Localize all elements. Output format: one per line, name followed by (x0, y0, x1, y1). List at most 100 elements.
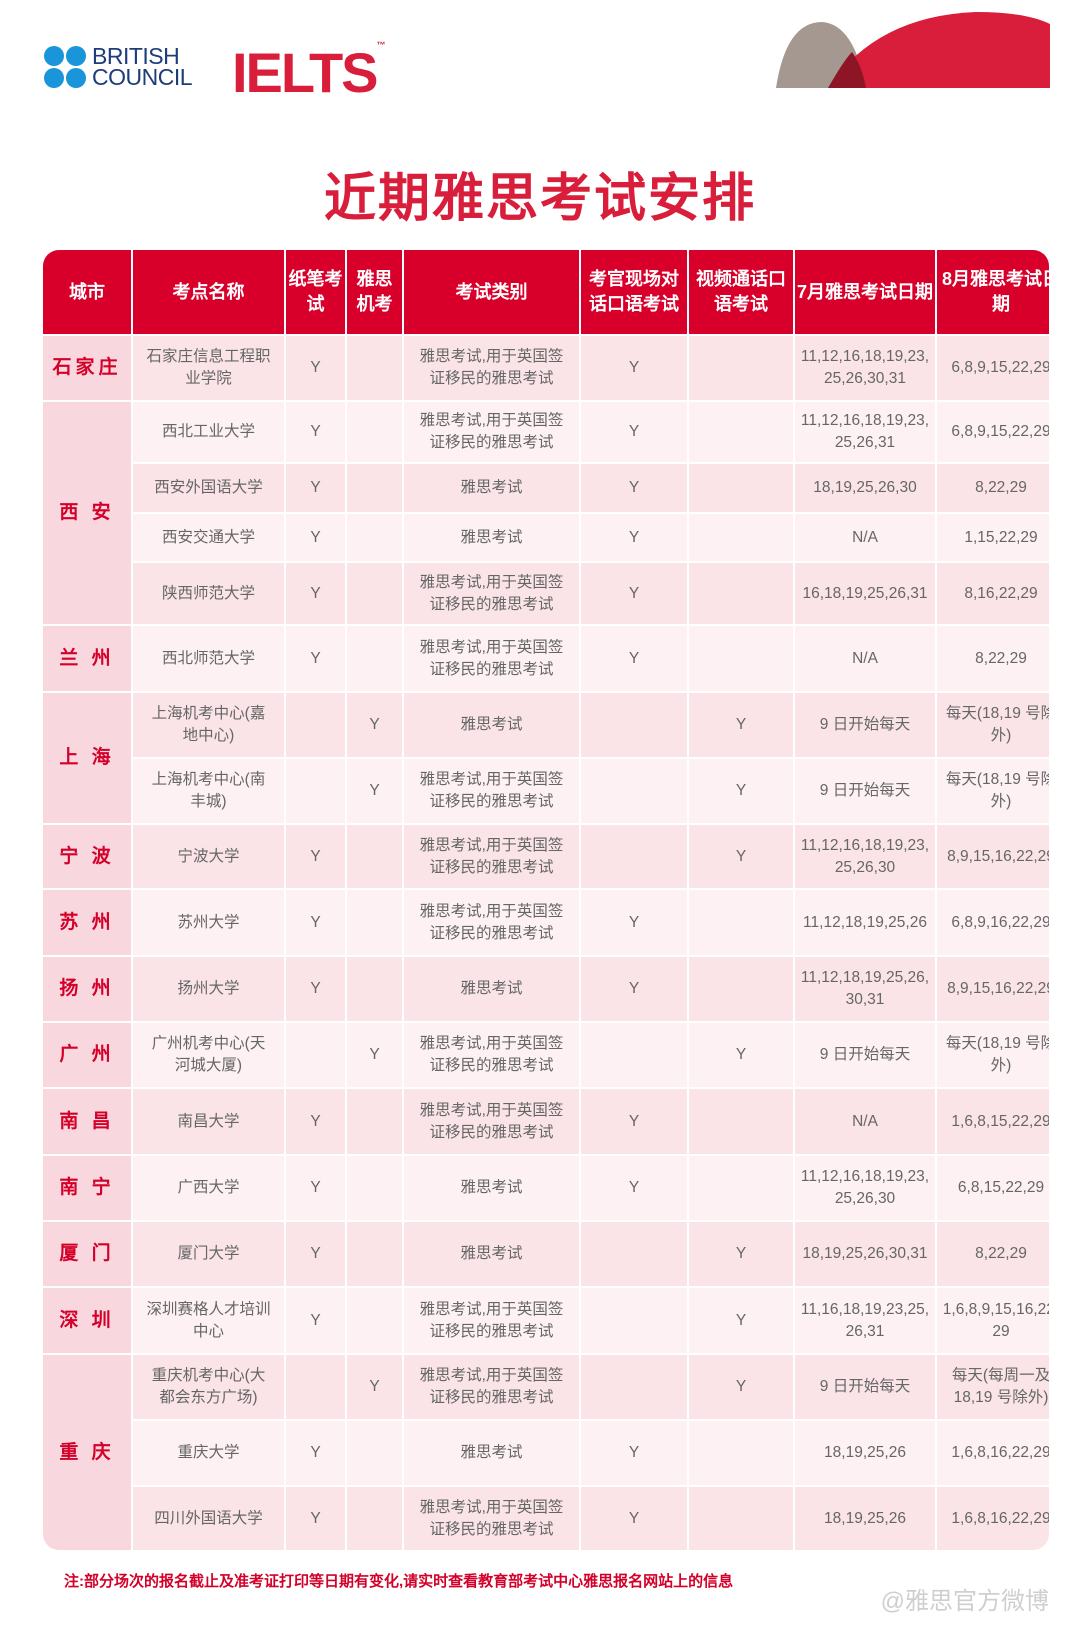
table-row: 宁 波宁波大学 Y 雅思考试,用于英国签证移民的雅思考试 Y 11,12,16,18,1… (43, 825, 1049, 888)
f2f-cell (581, 1222, 687, 1286)
ielts-logo: IELTS™ (232, 40, 386, 104)
paper-cell (286, 1023, 345, 1087)
aug-cell: 1,6,8,16,22,29 (937, 1487, 1049, 1550)
aug-cell: 每天(18,19 号除外) (937, 1023, 1049, 1087)
jul-cell: 18,19,25,26 (795, 1487, 935, 1550)
cd-cell (347, 1288, 402, 1353)
aug-cell: 每天(每周一及18,19 号除外) (937, 1355, 1049, 1419)
venue-cell: 陕西师范大学 (133, 563, 284, 624)
video-cell: Y (689, 825, 793, 888)
venue-cell: 深圳赛格人才培训中心 (133, 1288, 284, 1353)
table-row: 兰 州西北师范大学 Y 雅思考试,用于英国签证移民的雅思考试 Y N/A 8,22,29 (43, 626, 1049, 691)
video-cell (689, 464, 793, 512)
jul-cell: 9 日开始每天 (795, 693, 935, 757)
venue-cell: 西安交通大学 (133, 514, 284, 561)
video-cell (689, 890, 793, 955)
type-cell: 雅思考试,用于英国签证移民的雅思考试 (404, 1288, 579, 1353)
aug-cell: 8,9,15,16,22,29 (937, 957, 1049, 1021)
table-row: 四川外国语大学 Y 雅思考试,用于英国签证移民的雅思考试 Y 18,19,25,26 1,… (43, 1487, 1049, 1550)
video-cell (689, 626, 793, 691)
venue-cell: 石家庄信息工程职业学院 (133, 336, 284, 400)
jul-cell: 18,19,25,26,30,31 (795, 1222, 935, 1286)
column-header: 8月雅思考试日期 (937, 250, 1049, 334)
jul-cell: 9 日开始每天 (795, 1355, 935, 1419)
f2f-cell: Y (581, 402, 687, 462)
table-row: 苏 州苏州大学 Y 雅思考试,用于英国签证移民的雅思考试 Y 11,12,18,19,2… (43, 890, 1049, 955)
cd-cell (347, 890, 402, 955)
venue-cell: 上海机考中心(南丰城) (133, 759, 284, 823)
video-cell (689, 1089, 793, 1154)
video-cell (689, 1421, 793, 1485)
aug-cell: 6,8,15,22,29 (937, 1156, 1049, 1220)
paper-cell: Y (286, 563, 345, 624)
cd-cell (347, 1156, 402, 1220)
city-cell: 苏 州 (43, 890, 131, 955)
f2f-cell: Y (581, 514, 687, 561)
city-cell: 上 海 (43, 693, 131, 823)
venue-cell: 广西大学 (133, 1156, 284, 1220)
paper-cell: Y (286, 336, 345, 400)
venue-cell: 四川外国语大学 (133, 1487, 284, 1550)
paper-cell: Y (286, 626, 345, 691)
aug-cell: 8,9,15,16,22,29 (937, 825, 1049, 888)
table-row: 重庆大学 Y 雅思考试 Y 18,19,25,26 1,6,8,16,22,29 (43, 1421, 1049, 1485)
type-cell: 雅思考试,用于英国签证移民的雅思考试 (404, 563, 579, 624)
table-row: 西安交通大学 Y 雅思考试 Y N/A 1,15,22,29 (43, 514, 1049, 561)
type-cell: 雅思考试 (404, 1421, 579, 1485)
column-header: 考官现场对话口语考试 (581, 250, 687, 334)
aug-cell: 6,8,9,15,22,29 (937, 402, 1049, 462)
type-cell: 雅思考试,用于英国签证移民的雅思考试 (404, 1023, 579, 1087)
type-cell: 雅思考试,用于英国签证移民的雅思考试 (404, 336, 579, 400)
city-cell: 扬 州 (43, 957, 131, 1021)
table-row: 深 圳深圳赛格人才培训中心 Y 雅思考试,用于英国签证移民的雅思考试 Y 11,16,1… (43, 1288, 1049, 1353)
venue-cell: 宁波大学 (133, 825, 284, 888)
type-cell: 雅思考试,用于英国签证移民的雅思考试 (404, 890, 579, 955)
paper-cell: Y (286, 1222, 345, 1286)
table-row: 扬 州扬州大学 Y 雅思考试 Y 11,12,18,19,25,26,30,31 8,9,… (43, 957, 1049, 1021)
city-cell: 厦 门 (43, 1222, 131, 1286)
cd-cell (347, 957, 402, 1021)
column-header: 7月雅思考试日期 (795, 250, 935, 334)
cd-cell (347, 626, 402, 691)
bc-line1: BRITISH (92, 43, 180, 69)
venue-cell: 苏州大学 (133, 890, 284, 955)
jul-cell: 18,19,25,26,30 (795, 464, 935, 512)
cd-cell: Y (347, 1355, 402, 1419)
jul-cell: 9 日开始每天 (795, 759, 935, 823)
city-cell: 深 圳 (43, 1288, 131, 1353)
table-row: 厦 门厦门大学 Y 雅思考试 Y 18,19,25,26,30,31 8,22,29 (43, 1222, 1049, 1286)
type-cell: 雅思考试 (404, 514, 579, 561)
video-cell (689, 1156, 793, 1220)
type-cell: 雅思考试,用于英国签证移民的雅思考试 (404, 1089, 579, 1154)
column-header: 考试类别 (404, 250, 579, 334)
cd-cell (347, 563, 402, 624)
table-row: 广 州广州机考中心(天河城大厦) Y 雅思考试,用于英国签证移民的雅思考试 Y 9 日开… (43, 1023, 1049, 1087)
venue-cell: 西北师范大学 (133, 626, 284, 691)
video-cell: Y (689, 693, 793, 757)
table-row: 南 昌南昌大学 Y 雅思考试,用于英国签证移民的雅思考试 Y N/A 1,6,8,15,2… (43, 1089, 1049, 1154)
jul-cell: 11,12,16,18,19,23,25,26,30 (795, 1156, 935, 1220)
decorative-arcs (776, 12, 1050, 88)
venue-cell: 重庆机考中心(大都会东方广场) (133, 1355, 284, 1419)
venue-cell: 上海机考中心(嘉地中心) (133, 693, 284, 757)
f2f-cell: Y (581, 626, 687, 691)
exam-schedule-table: 城市 考点名称 纸笔考试 雅思机考 考试类别 考官现场对话口语考试 视频通话口语考试 7月雅思… (43, 250, 1049, 1550)
type-cell: 雅思考试,用于英国签证移民的雅思考试 (404, 759, 579, 823)
f2f-cell (581, 759, 687, 823)
jul-cell: 16,18,19,25,26,31 (795, 563, 935, 624)
venue-cell: 广州机考中心(天河城大厦) (133, 1023, 284, 1087)
f2f-cell: Y (581, 464, 687, 512)
paper-cell: Y (286, 890, 345, 955)
aug-cell: 1,6,8,16,22,29 (937, 1421, 1049, 1485)
city-cell: 重 庆 (43, 1355, 131, 1550)
aug-cell: 每天(18,19 号除外) (937, 759, 1049, 823)
aug-cell: 1,15,22,29 (937, 514, 1049, 561)
cd-cell (347, 402, 402, 462)
cd-cell: Y (347, 1023, 402, 1087)
video-cell (689, 1487, 793, 1550)
video-cell: Y (689, 1288, 793, 1353)
f2f-cell (581, 1288, 687, 1353)
f2f-cell: Y (581, 563, 687, 624)
venue-cell: 南昌大学 (133, 1089, 284, 1154)
type-cell: 雅思考试,用于英国签证移民的雅思考试 (404, 402, 579, 462)
